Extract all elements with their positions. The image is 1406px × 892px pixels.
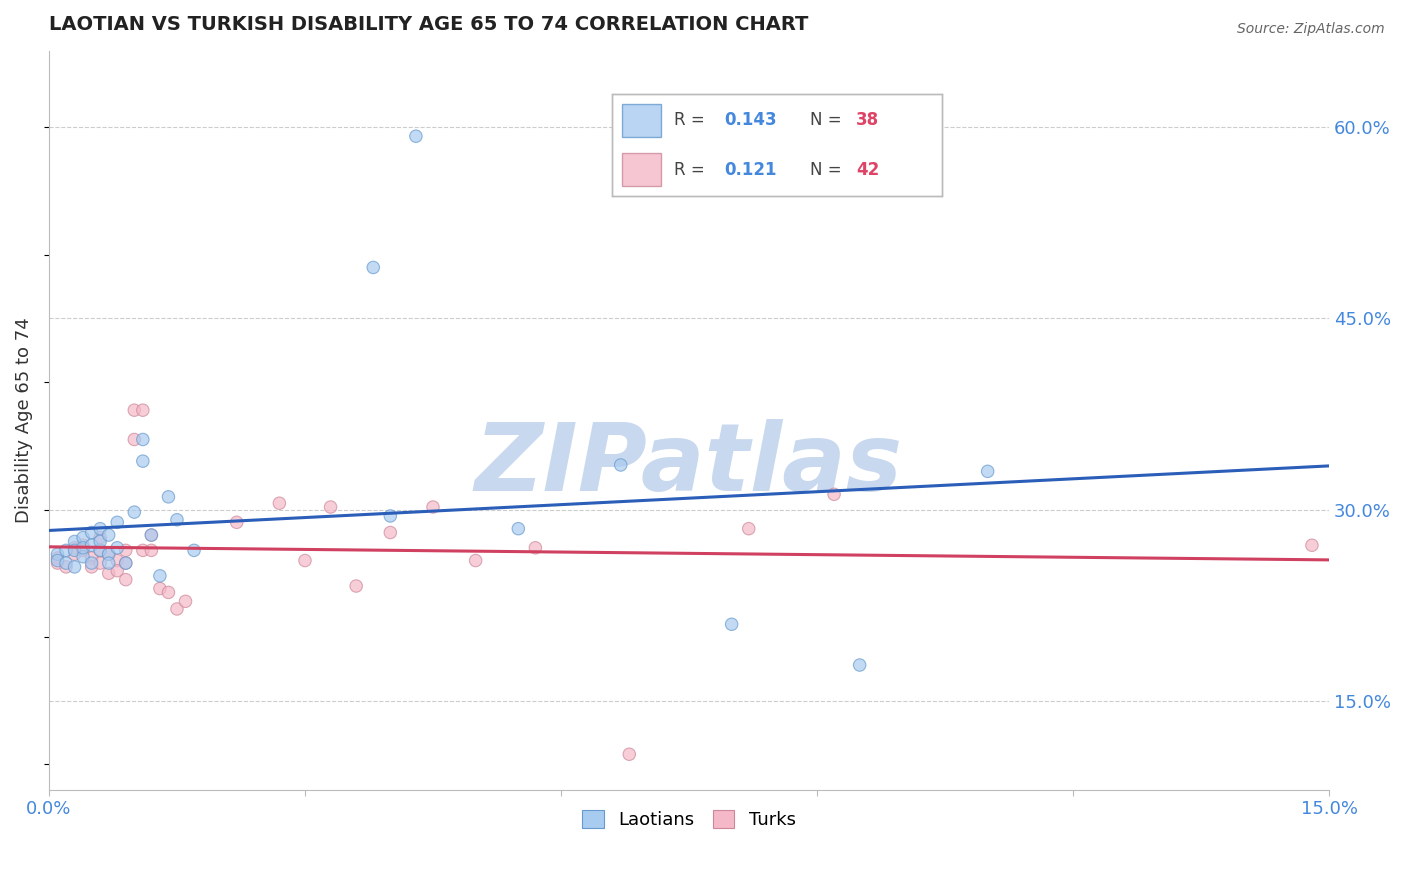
Text: 0.121: 0.121 xyxy=(724,161,776,178)
FancyBboxPatch shape xyxy=(621,104,661,136)
Turks xyxy=(72,538,94,552)
Text: Source: ZipAtlas.com: Source: ZipAtlas.com xyxy=(1237,22,1385,37)
Laotians xyxy=(380,508,402,523)
Laotians xyxy=(55,556,77,570)
Text: R =: R = xyxy=(675,112,710,129)
Laotians xyxy=(72,531,94,545)
Laotians xyxy=(97,547,120,561)
Turks xyxy=(319,500,342,514)
Turks xyxy=(89,543,111,558)
Turks xyxy=(105,553,128,567)
Laotians xyxy=(105,516,128,530)
Turks xyxy=(823,487,845,501)
Laotians xyxy=(720,617,742,632)
Turks xyxy=(464,553,486,567)
Laotians xyxy=(72,549,94,564)
Text: 42: 42 xyxy=(856,161,879,178)
Turks xyxy=(97,547,120,561)
Turks xyxy=(141,543,163,558)
Turks xyxy=(1301,538,1323,552)
Laotians xyxy=(166,513,188,527)
Laotians xyxy=(609,458,631,472)
Turks xyxy=(46,551,69,566)
Laotians xyxy=(149,569,172,583)
Laotians xyxy=(97,528,120,542)
Turks xyxy=(124,403,146,417)
Turks xyxy=(524,541,547,555)
Turks xyxy=(124,433,146,447)
Turks xyxy=(619,747,641,762)
Laotians xyxy=(72,541,94,555)
Laotians xyxy=(124,505,146,519)
Turks xyxy=(132,543,155,558)
Laotians xyxy=(183,543,205,558)
Turks xyxy=(114,556,136,570)
Turks xyxy=(422,500,444,514)
Text: N =: N = xyxy=(810,161,846,178)
Text: N =: N = xyxy=(810,112,846,129)
Laotians xyxy=(132,454,155,468)
Legend: Laotians, Turks: Laotians, Turks xyxy=(575,803,803,837)
Turks xyxy=(80,551,103,566)
Turks xyxy=(55,560,77,574)
Laotians xyxy=(132,433,155,447)
Laotians xyxy=(46,547,69,561)
Laotians xyxy=(508,522,530,536)
FancyBboxPatch shape xyxy=(621,153,661,186)
Turks xyxy=(114,543,136,558)
Turks xyxy=(97,566,120,581)
Laotians xyxy=(361,260,384,275)
Text: LAOTIAN VS TURKISH DISABILITY AGE 65 TO 74 CORRELATION CHART: LAOTIAN VS TURKISH DISABILITY AGE 65 TO … xyxy=(49,15,808,34)
Turks xyxy=(80,560,103,574)
Turks xyxy=(105,564,128,578)
Y-axis label: Disability Age 65 to 74: Disability Age 65 to 74 xyxy=(15,318,32,524)
Text: ZIPatlas: ZIPatlas xyxy=(475,418,903,511)
Laotians xyxy=(55,543,77,558)
Laotians xyxy=(89,522,111,536)
Turks xyxy=(157,585,180,599)
Text: 38: 38 xyxy=(856,112,879,129)
Laotians xyxy=(80,556,103,570)
Text: R =: R = xyxy=(675,161,710,178)
Laotians xyxy=(97,556,120,570)
Turks xyxy=(63,547,86,561)
Turks xyxy=(89,531,111,545)
Laotians xyxy=(63,534,86,549)
Turks xyxy=(166,602,188,616)
Laotians xyxy=(848,658,870,673)
Laotians xyxy=(89,534,111,549)
Turks xyxy=(344,579,367,593)
Turks xyxy=(141,528,163,542)
Laotians xyxy=(80,525,103,540)
Laotians xyxy=(80,538,103,552)
Laotians xyxy=(114,556,136,570)
Turks xyxy=(380,525,402,540)
Turks xyxy=(294,553,316,567)
Laotians xyxy=(46,553,69,567)
Text: 0.143: 0.143 xyxy=(724,112,776,129)
Turks xyxy=(174,594,197,608)
Laotians xyxy=(976,464,998,478)
Laotians xyxy=(63,543,86,558)
Laotians xyxy=(405,129,427,144)
Turks xyxy=(149,582,172,596)
Turks xyxy=(225,516,247,530)
Turks xyxy=(89,556,111,570)
Turks xyxy=(114,573,136,587)
Laotians xyxy=(89,543,111,558)
Laotians xyxy=(141,528,163,542)
Laotians xyxy=(157,490,180,504)
Turks xyxy=(132,403,155,417)
Turks xyxy=(738,522,761,536)
Turks xyxy=(72,543,94,558)
Turks xyxy=(269,496,291,510)
Laotians xyxy=(105,541,128,555)
Turks xyxy=(46,556,69,570)
Laotians xyxy=(63,560,86,574)
Turks xyxy=(63,541,86,555)
